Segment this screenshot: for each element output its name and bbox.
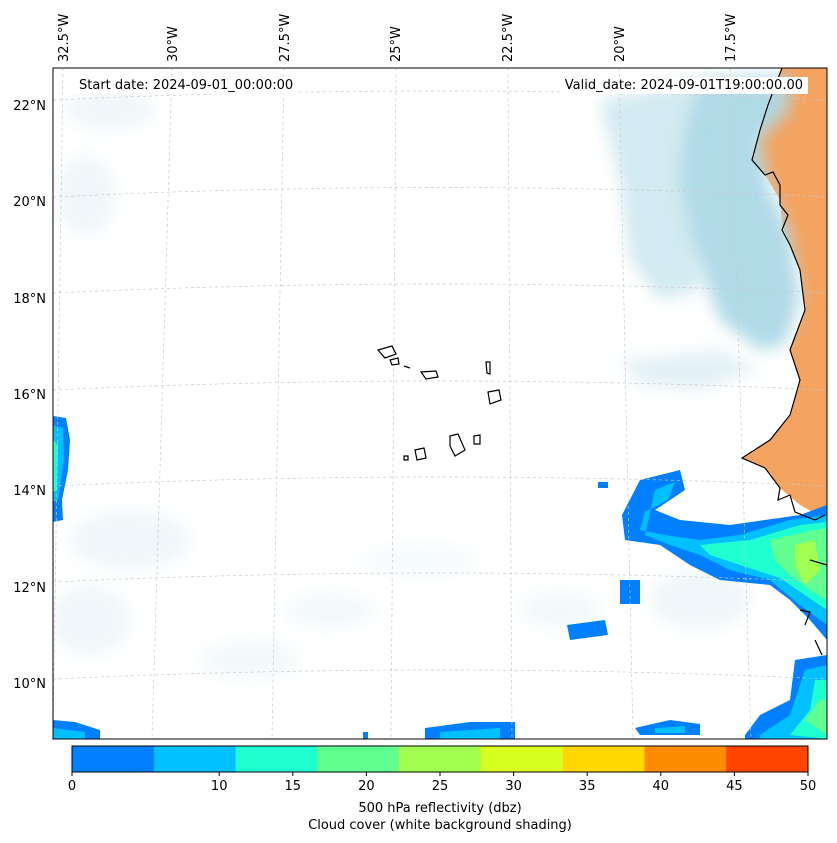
colorbar-tick-label: 20: [358, 779, 375, 794]
colorbar-swatch: [72, 746, 155, 772]
lat-label: 18°N: [13, 292, 46, 307]
colorbar-swatch: [235, 746, 318, 772]
colorbar: 0 10 15 20 25 30 35 40 45 50: [68, 745, 817, 794]
colorbar-tick-label: 50: [800, 779, 817, 794]
lon-label: 22.5°W: [501, 14, 516, 62]
colorbar-tick-label: 30: [505, 779, 522, 794]
graticule: [53, 68, 827, 739]
lon-label: 17.5°W: [724, 14, 739, 62]
lon-label: 20°W: [613, 26, 628, 62]
map-layers: [53, 68, 827, 739]
colorbar-tick-label: 10: [211, 779, 228, 794]
lat-label: 22°N: [13, 99, 46, 114]
africa-coastline: [740, 68, 827, 656]
colorbar-tick-label: 0: [68, 779, 76, 794]
colorbar-swatch: [644, 746, 727, 772]
colorbar-swatch: [317, 746, 400, 772]
colorbar-tick-label: 35: [579, 779, 596, 794]
colorbar-tick-label: 15: [285, 779, 302, 794]
africa-land: [742, 68, 827, 520]
colorbar-frame: [71, 745, 809, 773]
lon-label: 27.5°W: [278, 14, 293, 62]
lat-label: 12°N: [13, 581, 46, 596]
colorbar-tick-label: 25: [432, 779, 449, 794]
valid-date-label: Valid_date: 2024-09-01T19:00:00.00: [559, 77, 808, 94]
colorbar-tick-label: 40: [653, 779, 670, 794]
colorbar-swatch: [726, 746, 809, 772]
cape-verde-islands: [376, 345, 502, 461]
lat-label: 14°N: [13, 484, 46, 499]
lon-label: 30°W: [166, 26, 181, 62]
cloud-cover: [53, 75, 800, 680]
lat-label: 16°N: [13, 388, 46, 403]
colorbar-swatch: [153, 746, 237, 772]
lat-label: 20°N: [13, 195, 46, 210]
colorbar-title: 500 hPa reflectivity (dbz): [358, 801, 522, 816]
lon-label: 25°W: [389, 26, 404, 62]
lon-label: 32.5°W: [57, 14, 72, 62]
colorbar-subtitle: Cloud cover (white background shading): [308, 818, 572, 833]
map-frame: [52, 67, 828, 740]
colorbar-swatch: [562, 746, 645, 772]
longitude-labels: 32.5°W 30°W 27.5°W 25°W 22.5°W 20°W 17.5…: [57, 14, 739, 62]
start-date-label: Start date: 2024-09-01_00:00:00: [74, 77, 299, 94]
colorbar-swatch: [480, 746, 564, 772]
latitude-labels: 22°N 20°N 18°N 16°N 14°N 12°N 10°N: [13, 99, 46, 692]
lat-label: 10°N: [13, 677, 46, 692]
colorbar-tick-label: 45: [726, 779, 743, 794]
colorbar-swatch: [399, 746, 482, 772]
